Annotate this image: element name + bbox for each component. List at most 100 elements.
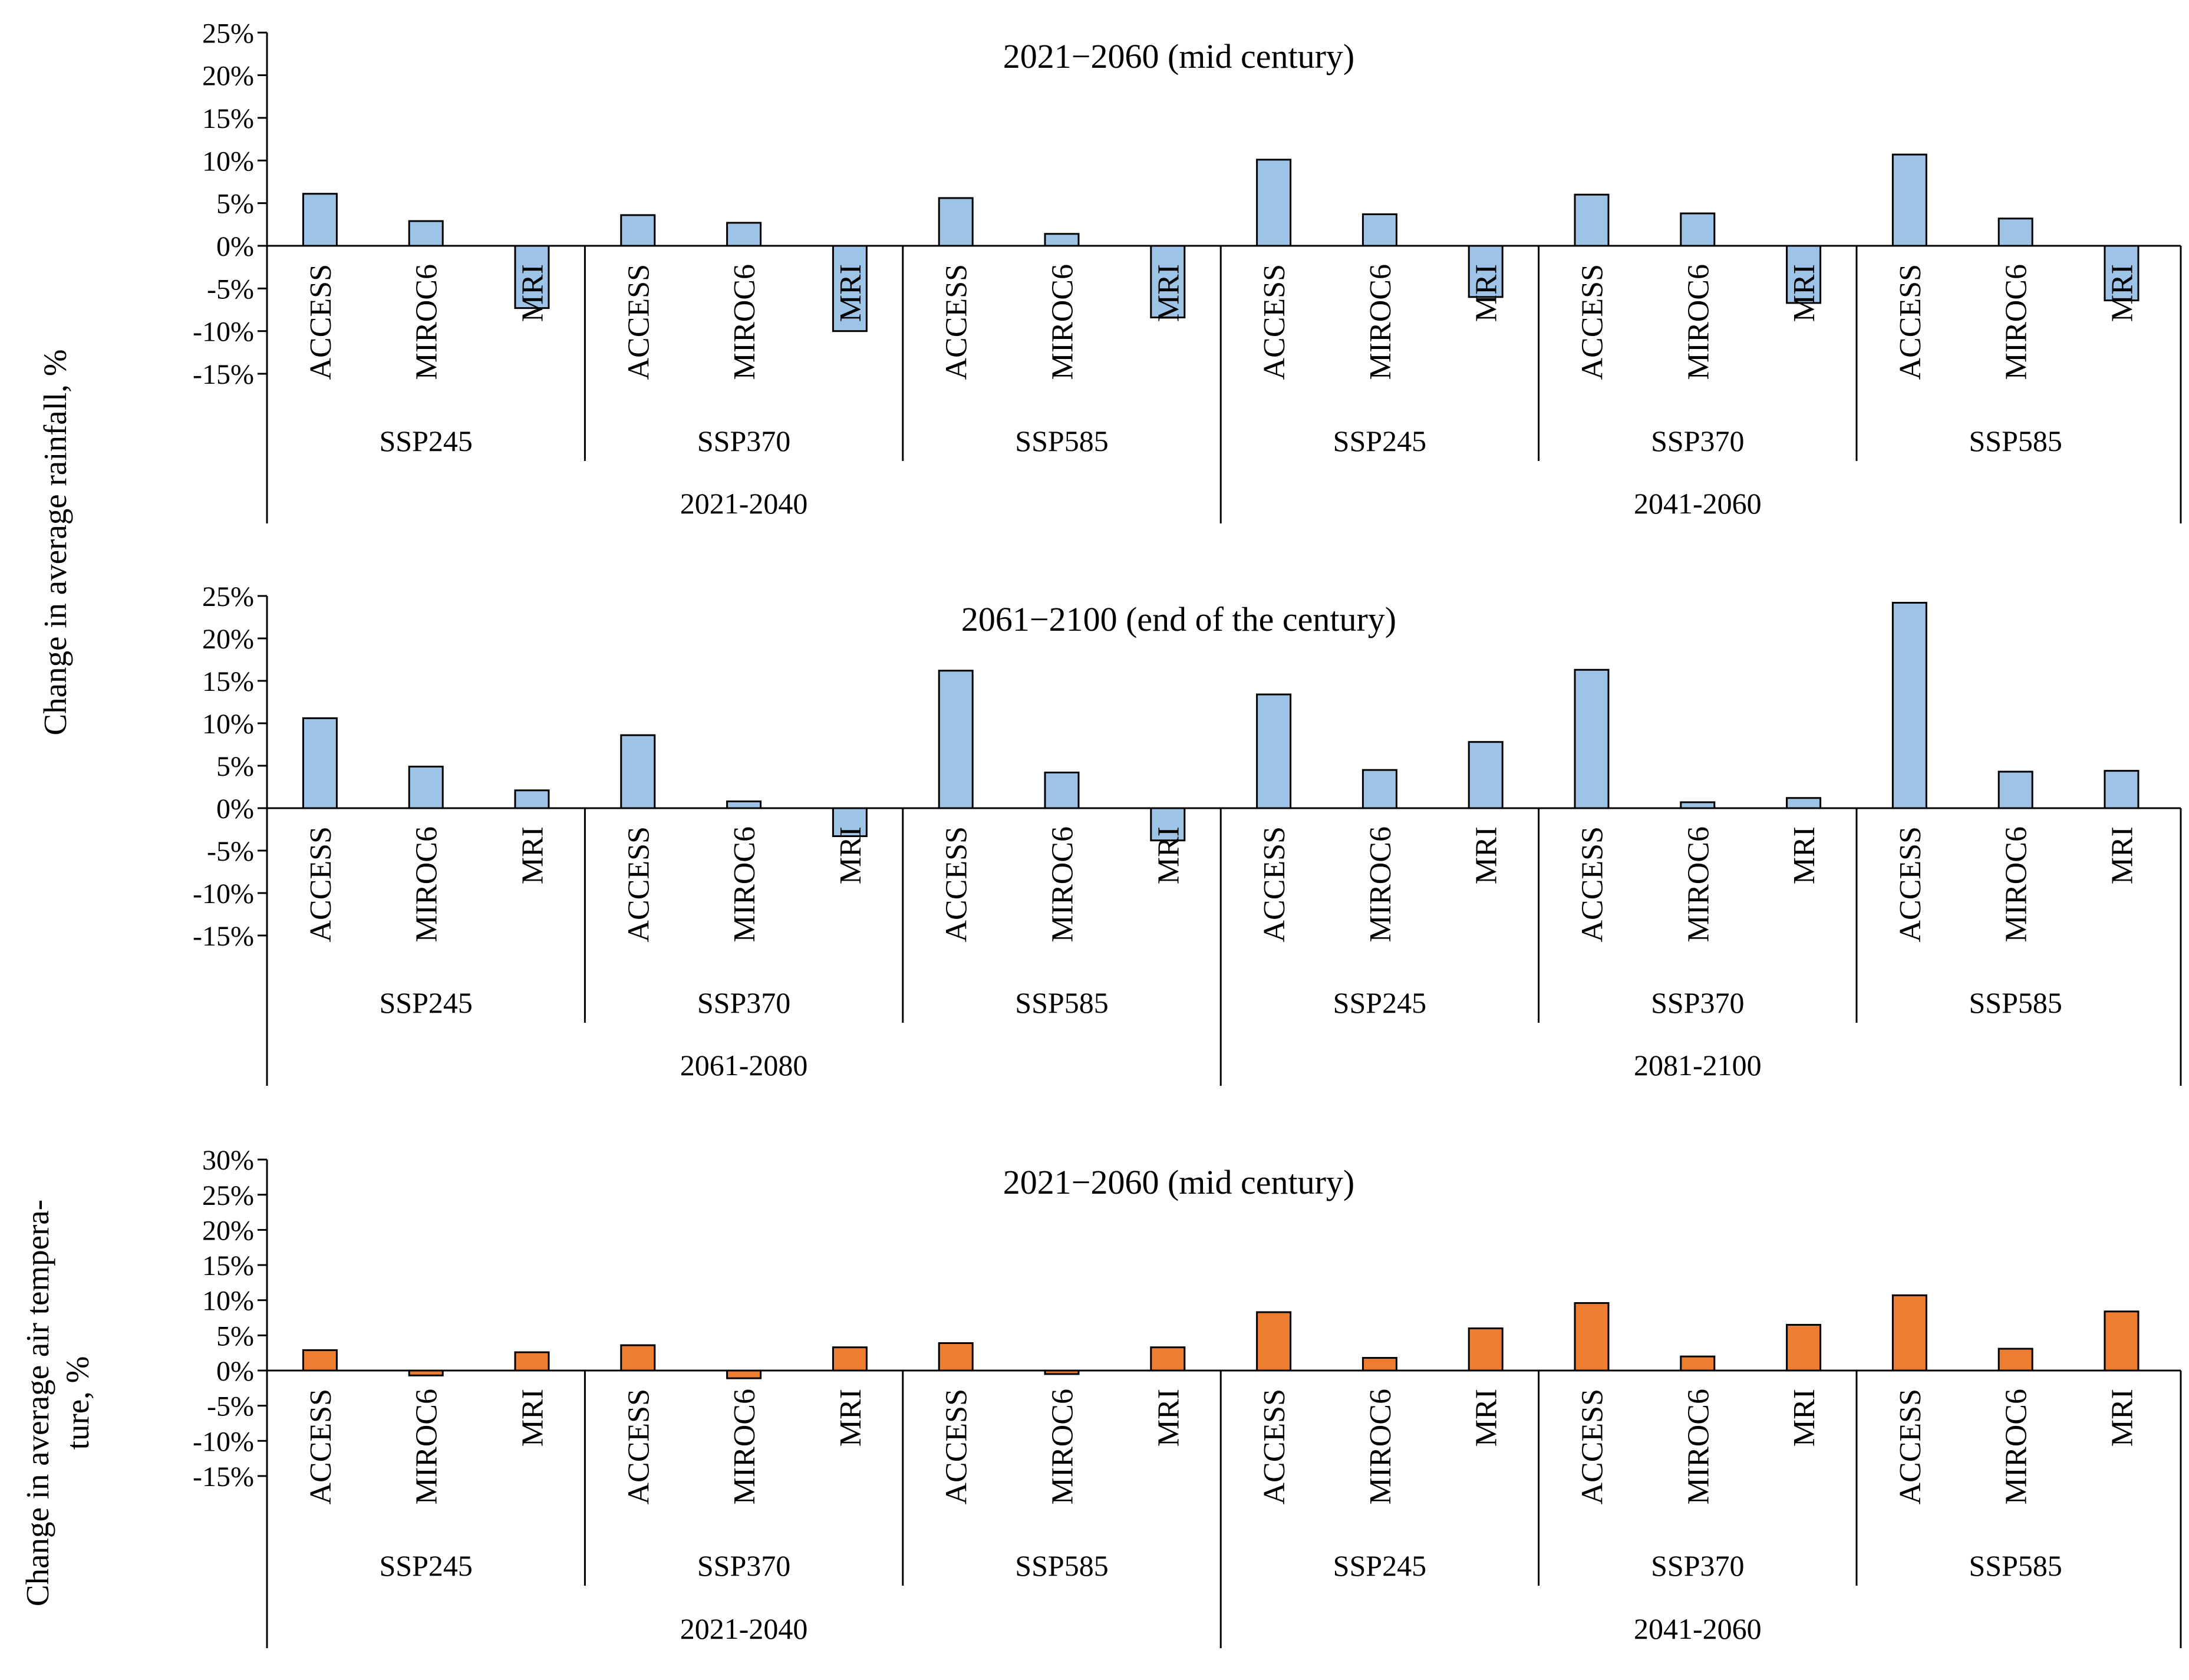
chart-title: 2061−2100 (end of the century) [961,600,1396,638]
bar [726,1369,762,1379]
model-label: ACCESS [622,826,655,943]
model-label: ACCESS [304,1389,338,1505]
y-tick-label: 5% [216,189,254,220]
model-label: ACCESS [1894,264,1927,380]
bar [726,800,762,809]
bar [302,193,338,247]
y-tick-label: 10% [202,1286,254,1317]
bar [1786,797,1822,809]
y-tick-label: 15% [202,666,254,697]
bar [832,807,868,838]
model-label: MIROC6 [1682,826,1715,942]
y-tick-label: 0% [216,793,254,825]
period-label: 2021-2040 [680,1612,808,1645]
model-label: MIROC6 [1046,1389,1080,1504]
model-label: MRI [1152,264,1185,322]
bar [1997,770,2033,809]
period-label: 2041-2060 [1634,487,1762,520]
period-label: 2061-2080 [680,1049,808,1082]
y-tick-label: -15% [193,921,254,952]
bar [1150,1346,1186,1372]
model-label: MRI [1470,1389,1504,1447]
period-label: 2081-2100 [1634,1049,1762,1082]
bar [1574,668,1610,809]
y-tick-label: -15% [193,359,254,390]
model-label: MIROC6 [2000,264,2033,380]
model-label: MIROC6 [2000,826,2033,942]
y-tick-label: -5% [207,836,254,867]
bar [1256,1311,1292,1372]
model-label: MRI [2106,826,2139,884]
scenario-label: SSP370 [1651,424,1744,457]
bar [938,1342,974,1372]
model-label: MIROC6 [1364,1389,1397,1504]
model-label: ACCESS [1576,1389,1610,1505]
bar [938,197,974,247]
scenario-label: SSP245 [1333,1549,1426,1582]
bar [1891,602,1927,809]
bar [1256,693,1292,809]
y-tick-label: 20% [202,61,254,92]
model-label: MIROC6 [1682,264,1715,380]
scenario-label: SSP245 [379,424,472,457]
temperature-y-axis-label-line1: Change in average air tempera- [19,1200,55,1606]
model-label: ACCESS [940,826,974,943]
scenario-label: SSP370 [1651,986,1744,1019]
model-label: MIROC6 [728,826,761,942]
y-tick-label: 0% [216,231,254,262]
model-label: MRI [1788,826,1821,884]
y-tick-label: 20% [202,624,254,655]
chart-title: 2021−2060 (mid century) [1003,1163,1354,1201]
y-tick-label: 15% [202,103,254,134]
model-label: MIROC6 [728,1389,761,1504]
rainfall-y-axis-label: Change in average rainfall, % [37,349,73,735]
bar [1891,1294,1927,1372]
bar [620,214,656,247]
model-label: MRI [1788,1389,1821,1447]
model-label: MRI [516,264,550,322]
bar [620,734,656,809]
y-tick-label: -5% [207,1391,254,1422]
model-label: ACCESS [1576,826,1610,943]
model-label: MRI [516,1389,550,1447]
model-label: MRI [2106,264,2139,322]
bar [302,717,338,809]
model-label: ACCESS [1258,1389,1291,1505]
bar [302,1349,338,1372]
y-tick-label: 5% [216,751,254,782]
bar [1150,807,1186,842]
model-label: ACCESS [622,1389,655,1505]
bar [1468,1327,1504,1372]
y-tick-label: -10% [193,878,254,910]
bar [832,245,868,332]
model-label: MIROC6 [1046,826,1080,942]
bar [1786,1323,1822,1372]
scenario-label: SSP585 [1015,424,1108,457]
scenario-label: SSP370 [697,986,790,1019]
model-label: ACCESS [304,826,338,943]
y-tick-label: 30% [202,1145,254,1176]
bar [514,789,550,809]
model-label: MIROC6 [2000,1389,2033,1504]
bar [408,765,444,809]
bar [514,245,550,309]
scenario-label: SSP370 [1651,1549,1744,1582]
model-label: ACCESS [304,264,338,380]
model-label: MRI [1152,1389,1185,1447]
bar [1997,1348,2033,1372]
bar [1574,193,1610,247]
scenario-label: SSP585 [1015,1549,1108,1582]
scenario-label: SSP245 [1333,424,1426,457]
scenario-label: SSP245 [1333,986,1426,1019]
bar [1361,769,1397,809]
y-tick-label: 25% [202,1180,254,1211]
chart-panel-1: 2021−2060 (mid century) -15% -10% -5% 0% 5% 10… [193,18,2182,523]
bar [408,1369,444,1376]
bar [1468,741,1504,809]
y-tick-label: 0% [216,1356,254,1387]
scenario-label: SSP585 [1969,1549,2062,1582]
bar [2104,1310,2139,1372]
bar [832,1346,868,1372]
bar [1044,1369,1080,1375]
